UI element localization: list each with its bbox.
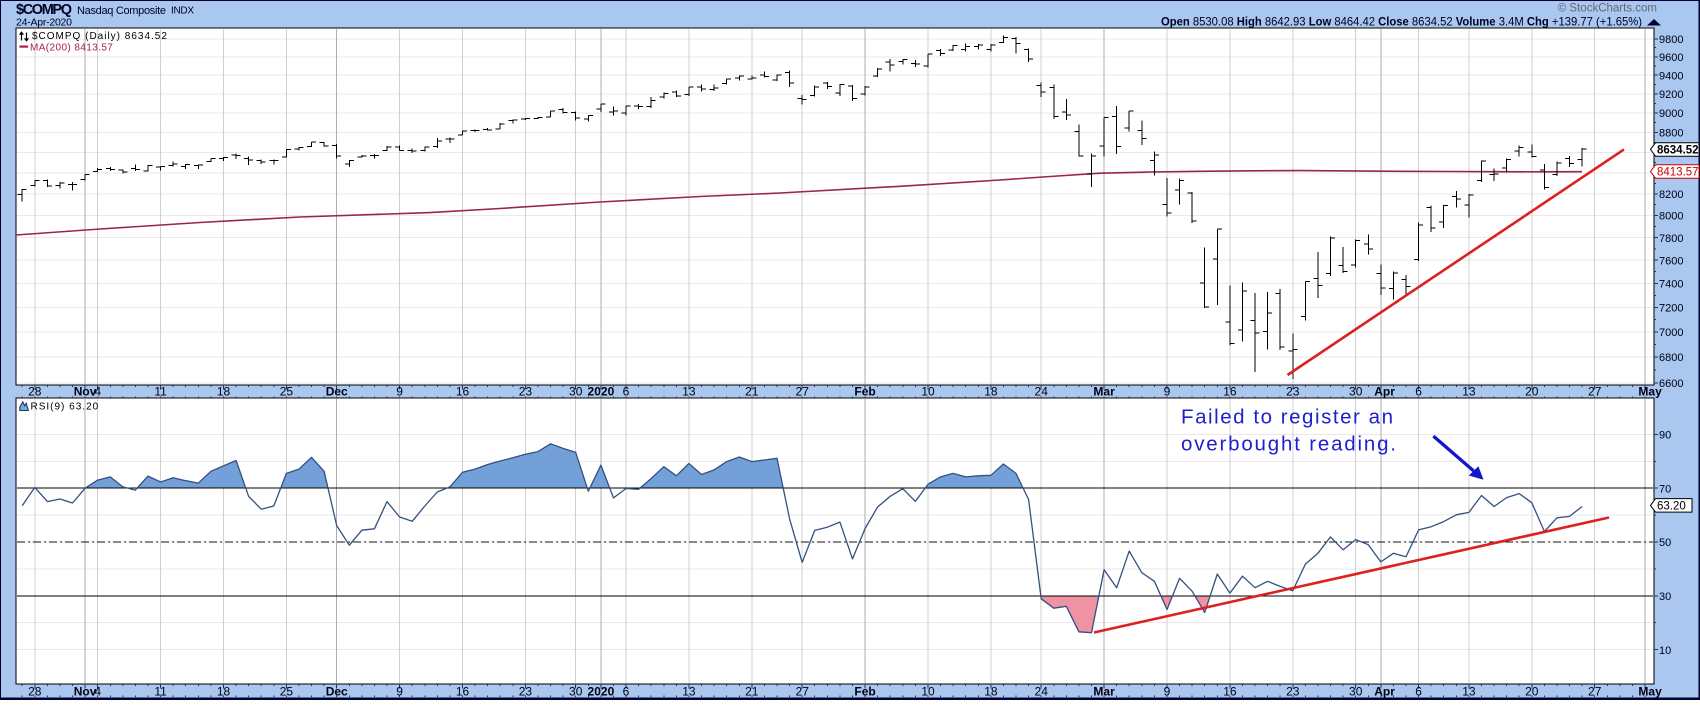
svg-text:8200: 8200 — [1659, 189, 1683, 201]
svg-text:6: 6 — [623, 685, 630, 699]
svg-text:Dec: Dec — [326, 685, 348, 699]
svg-text:$COMPQ (Daily) 8634.52: $COMPQ (Daily) 8634.52 — [32, 31, 168, 42]
svg-text:Mar: Mar — [1093, 685, 1115, 699]
svg-text:27: 27 — [1588, 685, 1602, 699]
svg-text:10: 10 — [921, 685, 935, 699]
svg-text:2020: 2020 — [588, 685, 615, 699]
svg-text:9: 9 — [396, 685, 403, 699]
svg-text:18: 18 — [217, 385, 231, 399]
svg-text:23: 23 — [1286, 385, 1300, 399]
svg-text:63.20: 63.20 — [1657, 501, 1686, 513]
svg-text:6: 6 — [1415, 685, 1422, 699]
svg-text:4: 4 — [94, 685, 101, 699]
svg-text:10: 10 — [1659, 645, 1671, 657]
svg-text:24-Apr-2020: 24-Apr-2020 — [16, 17, 72, 29]
svg-text:7000: 7000 — [1659, 327, 1683, 339]
svg-text:11: 11 — [154, 685, 167, 699]
svg-text:9: 9 — [396, 385, 403, 399]
svg-text:30: 30 — [1349, 385, 1363, 399]
svg-text:Feb: Feb — [854, 685, 875, 699]
svg-text:8800: 8800 — [1659, 128, 1683, 140]
svg-text:8413.57: 8413.57 — [1657, 167, 1699, 179]
svg-text:© StockCharts.com: © StockCharts.com — [1558, 3, 1657, 15]
svg-text:20: 20 — [1525, 385, 1539, 399]
svg-text:7800: 7800 — [1659, 233, 1683, 245]
svg-text:13: 13 — [1462, 385, 1476, 399]
svg-text:6800: 6800 — [1659, 352, 1683, 364]
svg-text:Open 8530.08 High 8642.93 Low: Open 8530.08 High 8642.93 Low 8464.42 Cl… — [1161, 15, 1642, 29]
svg-text:16: 16 — [1223, 385, 1237, 399]
svg-text:8634.52: 8634.52 — [1657, 145, 1699, 157]
svg-text:INDX: INDX — [171, 6, 194, 17]
svg-text:RSI(9) 63.20: RSI(9) 63.20 — [31, 402, 100, 413]
svg-text:13: 13 — [1462, 685, 1476, 699]
svg-text:30: 30 — [1659, 591, 1671, 603]
svg-text:7600: 7600 — [1659, 255, 1683, 267]
svg-text:Nasdaq Composite: Nasdaq Composite — [77, 5, 166, 17]
svg-text:50: 50 — [1659, 537, 1671, 549]
svg-text:30: 30 — [569, 385, 583, 399]
svg-text:25: 25 — [280, 685, 294, 699]
svg-text:9400: 9400 — [1659, 70, 1683, 82]
svg-text:4: 4 — [94, 385, 101, 399]
svg-text:21: 21 — [745, 385, 759, 399]
svg-text:23: 23 — [519, 385, 533, 399]
svg-text:8000: 8000 — [1659, 211, 1683, 223]
svg-text:2020: 2020 — [588, 385, 615, 399]
svg-text:7200: 7200 — [1659, 303, 1683, 315]
svg-text:Feb: Feb — [854, 385, 875, 399]
svg-text:13: 13 — [682, 685, 696, 699]
svg-text:27: 27 — [1588, 385, 1602, 399]
svg-text:30: 30 — [569, 685, 583, 699]
svg-text:Apr: Apr — [1374, 685, 1395, 699]
svg-text:28: 28 — [28, 685, 42, 699]
svg-text:Apr: Apr — [1374, 385, 1395, 399]
svg-text:24: 24 — [1035, 685, 1049, 699]
svg-text:21: 21 — [745, 685, 759, 699]
svg-text:9000: 9000 — [1659, 108, 1683, 120]
svg-text:18: 18 — [984, 685, 998, 699]
svg-text:Mar: Mar — [1093, 385, 1115, 399]
svg-text:9: 9 — [1164, 385, 1171, 399]
svg-text:9200: 9200 — [1659, 89, 1683, 101]
svg-text:11: 11 — [154, 385, 167, 399]
svg-text:10: 10 — [921, 385, 935, 399]
svg-text:23: 23 — [1286, 685, 1300, 699]
svg-text:16: 16 — [456, 385, 470, 399]
svg-text:70: 70 — [1659, 483, 1671, 495]
svg-text:27: 27 — [796, 685, 810, 699]
svg-text:30: 30 — [1349, 685, 1363, 699]
svg-text:6: 6 — [623, 385, 630, 399]
svg-text:6: 6 — [1415, 385, 1422, 399]
svg-text:20: 20 — [1525, 685, 1539, 699]
svg-text:7400: 7400 — [1659, 279, 1683, 291]
svg-text:18: 18 — [217, 685, 231, 699]
svg-text:9800: 9800 — [1659, 34, 1683, 46]
svg-text:16: 16 — [456, 685, 470, 699]
svg-text:25: 25 — [280, 385, 294, 399]
svg-text:Dec: Dec — [326, 385, 348, 399]
svg-text:13: 13 — [682, 385, 696, 399]
svg-text:overbought reading.: overbought reading. — [1181, 433, 1396, 456]
svg-text:90: 90 — [1659, 430, 1671, 442]
svg-text:24: 24 — [1035, 385, 1049, 399]
svg-text:28: 28 — [28, 385, 42, 399]
svg-text:16: 16 — [1223, 685, 1237, 699]
svg-text:6600: 6600 — [1659, 378, 1683, 390]
svg-text:27: 27 — [796, 385, 810, 399]
svg-text:9: 9 — [1164, 685, 1171, 699]
svg-text:May: May — [1638, 685, 1662, 699]
svg-text:MA(200) 8413.57: MA(200) 8413.57 — [30, 42, 113, 53]
svg-text:Nov: Nov — [74, 385, 97, 399]
svg-text:18: 18 — [984, 385, 998, 399]
svg-text:9600: 9600 — [1659, 52, 1683, 64]
svg-text:Nov: Nov — [74, 685, 97, 699]
svg-text:23: 23 — [519, 685, 533, 699]
